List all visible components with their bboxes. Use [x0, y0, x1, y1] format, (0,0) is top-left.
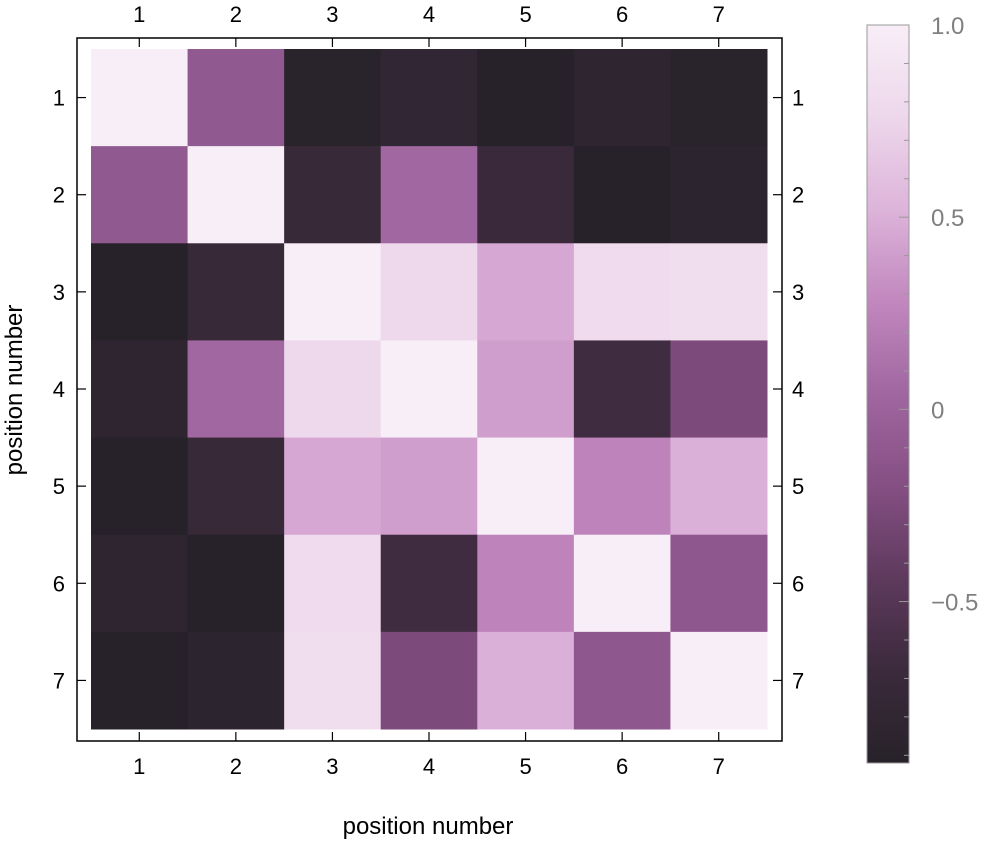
axis-ticks	[77, 38, 782, 741]
heatmap-cell-5-7	[670, 437, 768, 536]
colorbar-tick-label: 1.0	[931, 13, 964, 40]
heatmap-cell-7-7	[670, 631, 768, 730]
heatmap-cell-4-6	[573, 340, 671, 439]
y-tick-label-right-5: 5	[792, 474, 804, 499]
x-tick-label-top-6: 6	[616, 2, 628, 27]
x-tick-label-bottom-5: 5	[519, 754, 531, 779]
x-axis-title: position number	[343, 813, 514, 840]
heatmap-cell-3-3	[284, 243, 382, 341]
heatmap-cell-7-4	[380, 631, 478, 730]
x-tick-label-top-7: 7	[713, 2, 725, 27]
heatmap-cell-4-1	[91, 340, 189, 439]
y-tick-label-left-3: 3	[53, 280, 65, 305]
heatmap-cell-4-5	[477, 340, 575, 439]
y-tick-label-right-1: 1	[792, 86, 804, 111]
heatmap-cell-3-5	[477, 243, 575, 341]
heatmap-cell-4-3	[284, 340, 382, 439]
heatmap-cell-3-6	[573, 243, 671, 341]
heatmap-cell-7-2	[187, 631, 285, 730]
heatmap-cell-3-1	[91, 243, 189, 341]
heatmap-cell-2-6	[573, 146, 671, 244]
y-tick-label-right-3: 3	[792, 280, 804, 305]
heatmap-cell-6-4	[380, 534, 478, 633]
x-tick-label-top-4: 4	[423, 2, 435, 27]
heatmap-cell-6-5	[477, 534, 575, 633]
x-tick-label-bottom-4: 4	[423, 754, 435, 779]
heatmap-cell-6-6	[573, 534, 671, 633]
heatmap-cell-5-1	[91, 437, 189, 536]
heatmap-cell-1-4	[380, 49, 478, 147]
heatmap-cell-5-2	[187, 437, 285, 536]
colorbar: 1.0 0.5 0 −0.5	[866, 13, 978, 764]
colorbar-tick-label: −0.5	[931, 590, 978, 617]
colorbar-gradient	[866, 24, 910, 764]
heatmap-cell-5-5	[477, 437, 575, 536]
heatmap-cell-2-7	[670, 146, 768, 244]
heatmap-cell-6-2	[187, 534, 285, 633]
x-tick-label-bottom-7: 7	[713, 754, 725, 779]
x-tick-label-top-3: 3	[326, 2, 338, 27]
x-tick-label-top-2: 2	[230, 2, 242, 27]
heatmap-cell-3-2	[187, 243, 285, 341]
heatmap-cell-1-5	[477, 49, 575, 147]
heatmap-cell-2-3	[284, 146, 382, 244]
heatmap-cell-5-4	[380, 437, 478, 536]
heatmap-cell-4-7	[670, 340, 768, 439]
heatmap-cell-1-2	[187, 49, 285, 147]
heatmap-cell-1-7	[670, 49, 768, 147]
heatmap-cell-6-1	[91, 534, 189, 633]
heatmap-cell-6-3	[284, 534, 382, 633]
y-tick-label-left-1: 1	[53, 86, 65, 111]
colorbar-tick-label: 0.5	[931, 205, 964, 232]
y-axis-title: position number	[1, 305, 28, 476]
heatmap-cell-3-4	[380, 243, 478, 341]
x-tick-label-bottom-3: 3	[326, 754, 338, 779]
y-tick-label-left-6: 6	[53, 571, 65, 596]
y-tick-label-right-2: 2	[792, 183, 804, 208]
x-tick-label-bottom-6: 6	[616, 754, 628, 779]
x-tick-label-bottom-1: 1	[133, 754, 145, 779]
colorbar-tick-label: 0	[931, 397, 944, 424]
y-tick-label-right-4: 4	[792, 377, 804, 402]
x-tick-label-bottom-2: 2	[230, 754, 242, 779]
heatmap-cell-2-2	[187, 146, 285, 244]
y-tick-label-right-6: 6	[792, 571, 804, 596]
y-tick-label-left-5: 5	[53, 474, 65, 499]
heatmap-cell-7-3	[284, 631, 382, 730]
heatmap-cells	[91, 49, 768, 730]
x-tick-label-top-5: 5	[519, 2, 531, 27]
heatmap-cell-4-2	[187, 340, 285, 439]
heatmap-cell-2-1	[91, 146, 189, 244]
axis-tick-labels: 1 1 2 2 3 3 4 4 5 5 6 6 7 7 1 1 2 2 3 3 4 4 5 5 6 6 7 7	[53, 2, 805, 779]
y-tick-label-right-7: 7	[792, 668, 804, 693]
heatmap-cell-1-6	[573, 49, 671, 147]
heatmap-cell-7-6	[573, 631, 671, 730]
heatmap-cell-7-1	[91, 631, 189, 730]
heatmap-cell-1-3	[284, 49, 382, 147]
heatmap-cell-2-4	[380, 146, 478, 244]
y-tick-label-left-7: 7	[53, 668, 65, 693]
y-tick-label-left-4: 4	[53, 377, 65, 402]
heatmap-cell-7-5	[477, 631, 575, 730]
heatmap-cell-2-5	[477, 146, 575, 244]
x-tick-label-top-1: 1	[133, 2, 145, 27]
heatmap-cell-4-4	[380, 340, 478, 439]
heatmap-cell-6-7	[670, 534, 768, 633]
heatmap-cell-5-6	[573, 437, 671, 536]
heatmap-cell-1-1	[91, 49, 189, 147]
heatmap-cell-5-3	[284, 437, 382, 536]
y-tick-label-left-2: 2	[53, 183, 65, 208]
heatmap-cell-3-7	[670, 243, 768, 341]
